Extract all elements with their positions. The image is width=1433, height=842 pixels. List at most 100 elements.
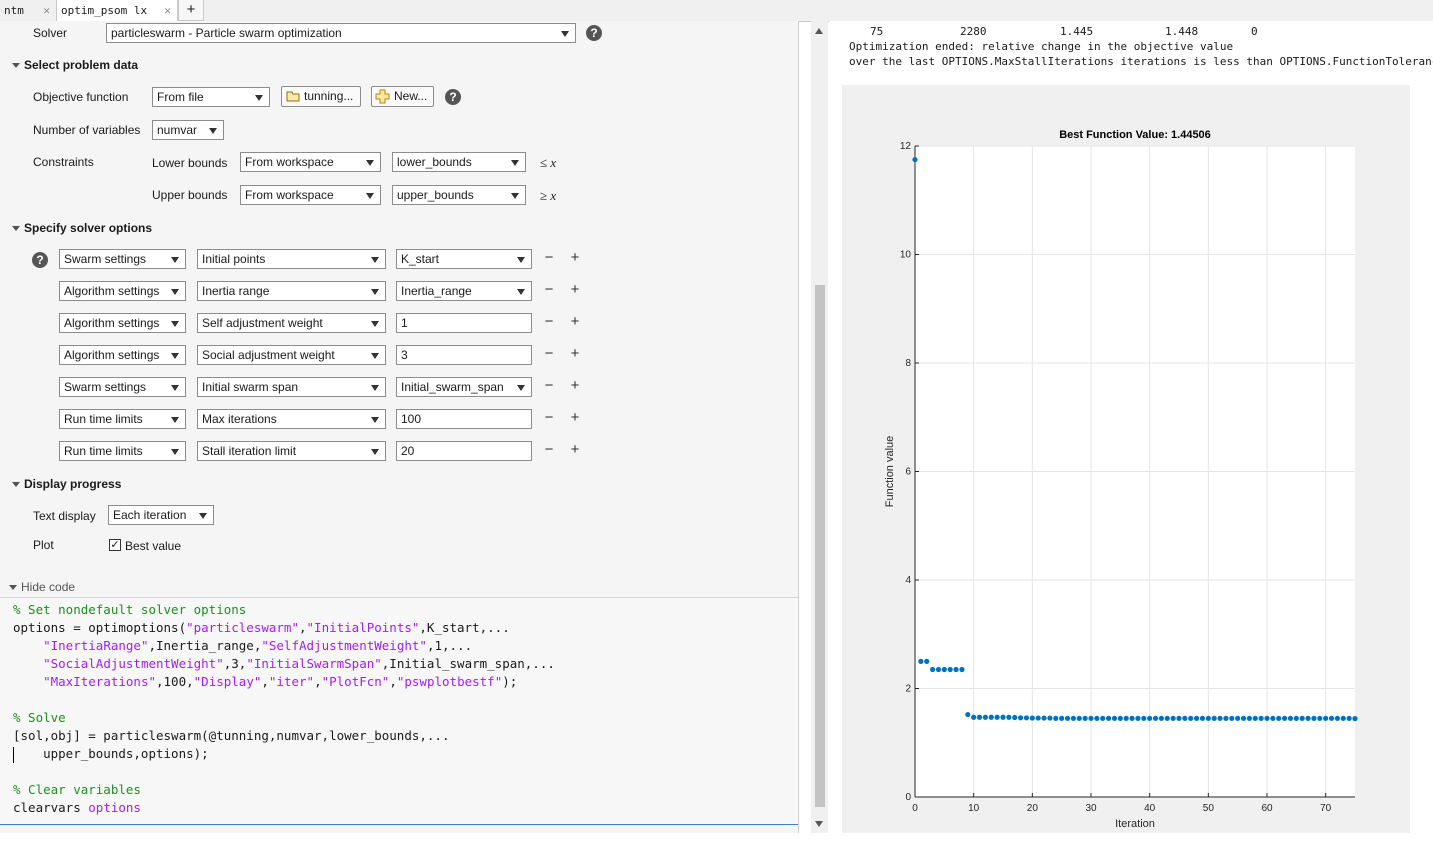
lower-bounds-dropdown[interactable]: lower_bounds bbox=[392, 152, 526, 172]
data-point bbox=[930, 666, 936, 673]
code-line: [sol,obj] = particleswarm(@tunning,numva… bbox=[13, 728, 450, 743]
objective-source-dropdown[interactable]: From file bbox=[152, 87, 270, 107]
x-tick-label: 0 bbox=[912, 803, 918, 814]
option-value-field[interactable]: 20 bbox=[396, 441, 532, 461]
close-icon[interactable]: ✕ bbox=[43, 4, 50, 17]
option-value-dropdown[interactable]: Initial_swarm_span bbox=[396, 377, 532, 397]
option-value-dropdown[interactable]: K_start bbox=[396, 249, 532, 269]
data-point bbox=[988, 714, 994, 720]
option-value-field[interactable]: 100 bbox=[396, 409, 532, 429]
data-point bbox=[1082, 715, 1088, 721]
upper-bounds-source-dropdown[interactable]: From workspace bbox=[240, 185, 381, 205]
data-point bbox=[1023, 715, 1030, 721]
constraints-label: Constraints bbox=[33, 155, 94, 169]
f-count-value: 2280 bbox=[960, 25, 987, 38]
add-option-button[interactable]: + bbox=[570, 281, 580, 298]
option-category-dropdown[interactable]: Swarm settings bbox=[59, 249, 186, 269]
text-display-dropdown[interactable]: Each iteration bbox=[108, 505, 214, 525]
close-icon[interactable]: ✕ bbox=[164, 4, 171, 17]
best-value-checkbox[interactable]: ✓ bbox=[109, 539, 121, 551]
tab-optim-psom[interactable]: optim_psom lx ✕ bbox=[57, 0, 178, 21]
option-name-dropdown[interactable]: Initial points bbox=[197, 249, 386, 269]
remove-option-button[interactable]: − bbox=[544, 281, 554, 298]
upper-bounds-dropdown[interactable]: upper_bounds bbox=[392, 185, 526, 205]
option-value-dropdown[interactable]: Inertia_range bbox=[396, 281, 532, 301]
x-tick-label: 10 bbox=[968, 803, 980, 814]
x-tick-label: 40 bbox=[1144, 803, 1156, 814]
option-name-dropdown[interactable]: Stall iteration limit bbox=[197, 441, 386, 461]
objective-file-button[interactable]: tunning... bbox=[281, 86, 361, 107]
generated-code[interactable]: % Set nondefault solver options options =… bbox=[0, 597, 798, 825]
new-function-button[interactable]: New... bbox=[371, 86, 434, 107]
new-tab-button[interactable]: + bbox=[178, 0, 204, 21]
remove-option-button[interactable]: − bbox=[544, 345, 554, 362]
lower-bounds-source-dropdown[interactable]: From workspace bbox=[240, 152, 381, 172]
iteration-row: 75 bbox=[870, 25, 884, 38]
remove-option-button[interactable]: − bbox=[544, 313, 554, 330]
add-option-button[interactable]: + bbox=[570, 345, 580, 362]
best-f-value: 1.445 bbox=[1060, 25, 1094, 38]
scroll-up-icon[interactable] bbox=[815, 28, 823, 34]
mean-f-value: 1.448 bbox=[1165, 25, 1199, 38]
option-value-field[interactable]: 3 bbox=[396, 345, 532, 365]
remove-option-button[interactable]: − bbox=[544, 441, 554, 458]
data-point bbox=[1328, 715, 1335, 721]
numvar-dropdown[interactable]: numvar bbox=[152, 120, 224, 140]
option-name-dropdown[interactable]: Inertia range bbox=[197, 281, 386, 301]
specify-solver-options-heading[interactable]: Specify solver options bbox=[12, 221, 152, 235]
chevron-down-icon bbox=[561, 31, 569, 37]
display-progress-heading[interactable]: Display progress bbox=[12, 477, 121, 491]
add-option-button[interactable]: + bbox=[570, 249, 580, 266]
remove-option-button[interactable]: − bbox=[544, 409, 554, 426]
data-point bbox=[1223, 715, 1229, 721]
option-value-field[interactable]: 1 bbox=[396, 313, 532, 333]
help-icon[interactable]: ? bbox=[586, 25, 602, 41]
add-option-button[interactable]: + bbox=[570, 409, 580, 426]
data-point bbox=[1352, 716, 1358, 722]
data-point bbox=[1164, 715, 1170, 721]
remove-option-button[interactable]: − bbox=[544, 249, 554, 266]
output-message-line2: over the last OPTIONS.MaxStallIterations… bbox=[849, 55, 1433, 68]
chevron-down-icon bbox=[517, 257, 525, 263]
option-name-dropdown[interactable]: Social adjustment weight bbox=[197, 345, 386, 365]
chevron-down-icon bbox=[171, 385, 179, 391]
add-option-button[interactable]: + bbox=[570, 313, 580, 330]
hide-code-toggle[interactable]: Hide code bbox=[9, 580, 75, 594]
data-point bbox=[1070, 715, 1076, 721]
output-panel: 75 2280 1.445 1.448 0 Optimization ended… bbox=[829, 21, 1433, 833]
lower-bound-relation: ≤ x bbox=[540, 155, 557, 170]
option-category-dropdown[interactable]: Algorithm settings bbox=[59, 313, 186, 333]
add-option-button[interactable]: + bbox=[570, 441, 580, 458]
chevron-down-icon bbox=[255, 95, 263, 101]
x-tick-label: 30 bbox=[1085, 803, 1097, 814]
data-point bbox=[1141, 715, 1147, 721]
option-category-dropdown[interactable]: Swarm settings bbox=[59, 377, 186, 397]
data-point bbox=[1246, 715, 1252, 721]
help-icon[interactable]: ? bbox=[32, 252, 48, 268]
option-category-dropdown[interactable]: Algorithm settings bbox=[59, 345, 186, 365]
chevron-down-icon bbox=[171, 289, 179, 295]
option-name-dropdown[interactable]: Initial swarm span bbox=[197, 377, 386, 397]
upper-bounds-label: Upper bounds bbox=[152, 188, 228, 202]
scrollbar-thumb[interactable] bbox=[815, 285, 825, 807]
y-tick-label: 8 bbox=[905, 358, 911, 369]
add-option-button[interactable]: + bbox=[570, 377, 580, 394]
scroll-down-icon[interactable] bbox=[815, 821, 823, 827]
tab-ntm[interactable]: ntm ✕ bbox=[0, 0, 57, 21]
data-point bbox=[1147, 715, 1153, 721]
solver-dropdown[interactable]: particleswarm - Particle swarm optimizat… bbox=[106, 23, 576, 43]
option-category-dropdown[interactable]: Run time limits bbox=[59, 409, 186, 429]
data-point bbox=[1334, 715, 1340, 721]
option-name-dropdown[interactable]: Self adjustment weight bbox=[197, 313, 386, 333]
help-icon[interactable]: ? bbox=[445, 89, 461, 105]
option-name-dropdown[interactable]: Max iterations bbox=[197, 409, 386, 429]
data-point bbox=[1340, 715, 1346, 721]
x-tick-label: 50 bbox=[1203, 803, 1215, 814]
remove-option-button[interactable]: − bbox=[544, 377, 554, 394]
chevron-down-icon bbox=[371, 353, 379, 359]
option-category-dropdown[interactable]: Algorithm settings bbox=[59, 281, 186, 301]
data-point bbox=[935, 666, 942, 673]
data-point bbox=[1176, 715, 1182, 721]
select-problem-data-heading[interactable]: Select problem data bbox=[12, 58, 138, 72]
option-category-dropdown[interactable]: Run time limits bbox=[59, 441, 186, 461]
